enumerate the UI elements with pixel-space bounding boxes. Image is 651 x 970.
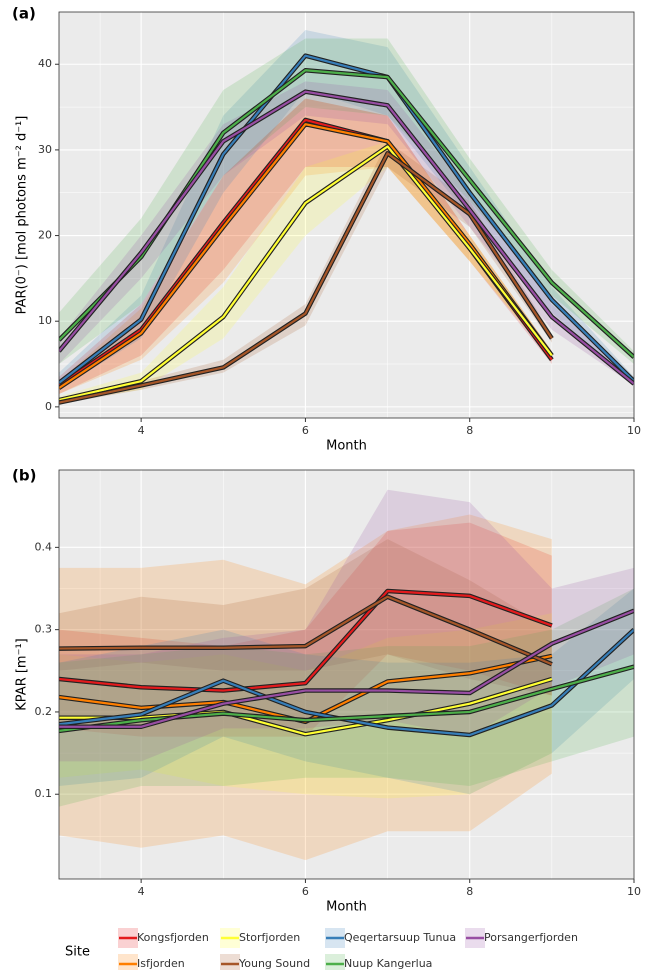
x-axis-label: Month bbox=[326, 439, 367, 454]
y-tick-label: 0.1 bbox=[35, 787, 53, 800]
legend-label: Kongsfjorden bbox=[137, 931, 209, 944]
ribbon bbox=[59, 522, 552, 737]
x-tick-label: 4 bbox=[138, 424, 145, 437]
line bbox=[59, 609, 634, 728]
x-tick-label: 10 bbox=[627, 885, 641, 898]
legend-label: Young Sound bbox=[238, 957, 310, 970]
x-axis-label: Month bbox=[326, 900, 367, 915]
ribbon bbox=[59, 38, 634, 365]
ribbon bbox=[59, 489, 634, 762]
ribbon bbox=[59, 98, 552, 395]
y-tick-label: 0.2 bbox=[35, 705, 53, 718]
y-tick-label: 20 bbox=[38, 229, 52, 242]
x-tick-label: 6 bbox=[302, 424, 309, 437]
plot-background bbox=[59, 470, 634, 879]
plot-frame bbox=[58, 11, 635, 419]
y-tick-label: 30 bbox=[38, 143, 52, 156]
line bbox=[59, 595, 553, 666]
legend-title: Site bbox=[65, 945, 90, 960]
y-tick-label: 0.4 bbox=[35, 540, 53, 553]
legend-key bbox=[118, 954, 138, 970]
ribbon bbox=[59, 588, 634, 807]
line bbox=[59, 90, 634, 385]
x-tick-label: 10 bbox=[627, 424, 641, 437]
ribbon bbox=[59, 514, 552, 861]
legend-label: Nuup Kangerlua bbox=[344, 957, 432, 970]
plot-frame bbox=[58, 469, 635, 880]
panel-label: (b) bbox=[12, 467, 36, 485]
plot-area bbox=[59, 29, 634, 405]
legend-key bbox=[220, 954, 240, 970]
line bbox=[59, 677, 553, 736]
line bbox=[59, 123, 553, 389]
x-tick-label: 6 bbox=[302, 885, 309, 898]
legend-label: Storfjorden bbox=[239, 931, 300, 944]
ribbon bbox=[59, 81, 634, 386]
ribbon bbox=[59, 613, 552, 799]
y-tick-label: 0.3 bbox=[35, 623, 53, 636]
plot-background bbox=[59, 12, 634, 418]
line bbox=[59, 54, 634, 384]
line bbox=[59, 589, 553, 692]
plot-area bbox=[59, 489, 634, 861]
x-tick-label: 8 bbox=[466, 424, 473, 437]
y-axis-label: PAR(0⁻) [mol photons m⁻² d⁻¹] bbox=[15, 116, 30, 315]
y-tick-label: 0 bbox=[45, 400, 52, 413]
ribbon bbox=[59, 29, 634, 390]
legend-label: Qeqertarsuup Tunua bbox=[344, 931, 456, 944]
y-axis-label: KPAR [m⁻¹] bbox=[15, 638, 30, 710]
legend-key bbox=[325, 954, 345, 970]
y-tick-label: 40 bbox=[38, 57, 52, 70]
x-tick-label: 8 bbox=[466, 885, 473, 898]
line bbox=[59, 665, 634, 732]
ribbon bbox=[59, 98, 552, 395]
panel-label: (a) bbox=[12, 5, 36, 23]
ribbon bbox=[59, 141, 552, 403]
legend-label: Isfjorden bbox=[137, 957, 185, 970]
ribbon bbox=[59, 539, 552, 696]
x-tick-label: 4 bbox=[138, 885, 145, 898]
line bbox=[59, 152, 553, 404]
y-tick-label: 10 bbox=[38, 314, 52, 327]
line bbox=[59, 145, 553, 402]
legend-label: Porsangerfjorden bbox=[484, 931, 578, 944]
